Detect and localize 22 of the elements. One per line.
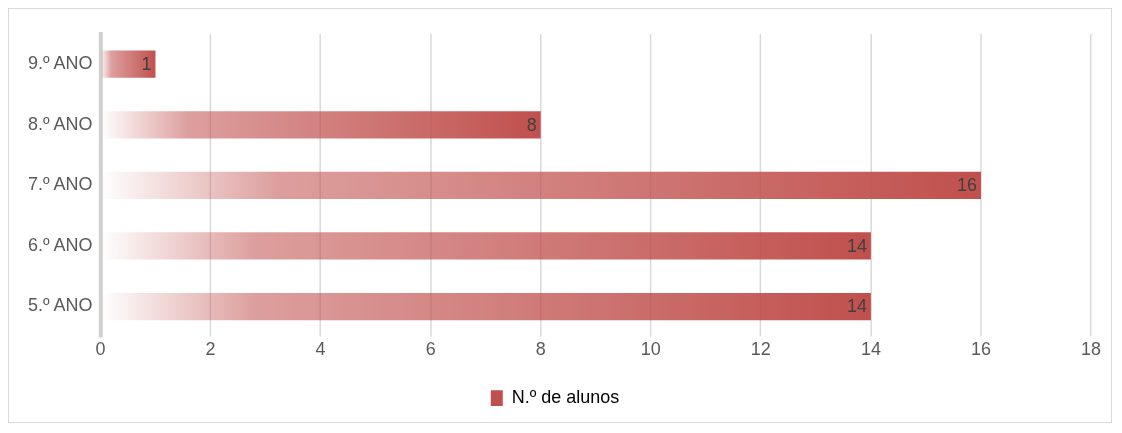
x-tick-label: 12 <box>750 339 771 360</box>
bar <box>101 50 156 78</box>
data-label: 8 <box>526 114 537 135</box>
y-tick-label: 9.º ANO <box>27 53 93 74</box>
x-tick-label: 18 <box>1081 339 1102 360</box>
x-tick-label: 8 <box>535 339 546 360</box>
data-label: 14 <box>846 296 867 317</box>
x-tick-label: 10 <box>640 339 661 360</box>
y-tick-label: 5.º ANO <box>27 295 93 316</box>
data-label: 14 <box>846 235 867 256</box>
x-tick-label: 2 <box>205 339 216 360</box>
x-tick-label: 16 <box>970 339 991 360</box>
y-tick-label: 8.º ANO <box>27 113 93 134</box>
x-tick-label: 6 <box>425 339 436 360</box>
x-tick-label: 4 <box>315 339 326 360</box>
y-tick-label: 6.º ANO <box>27 234 93 255</box>
legend-label: N.º de alunos <box>511 387 620 408</box>
data-label: 16 <box>956 175 977 196</box>
data-label: 1 <box>141 54 152 75</box>
y-tick-label: 7.º ANO <box>27 174 93 195</box>
x-tick-label: 14 <box>860 339 881 360</box>
x-tick-label: 0 <box>95 339 106 360</box>
